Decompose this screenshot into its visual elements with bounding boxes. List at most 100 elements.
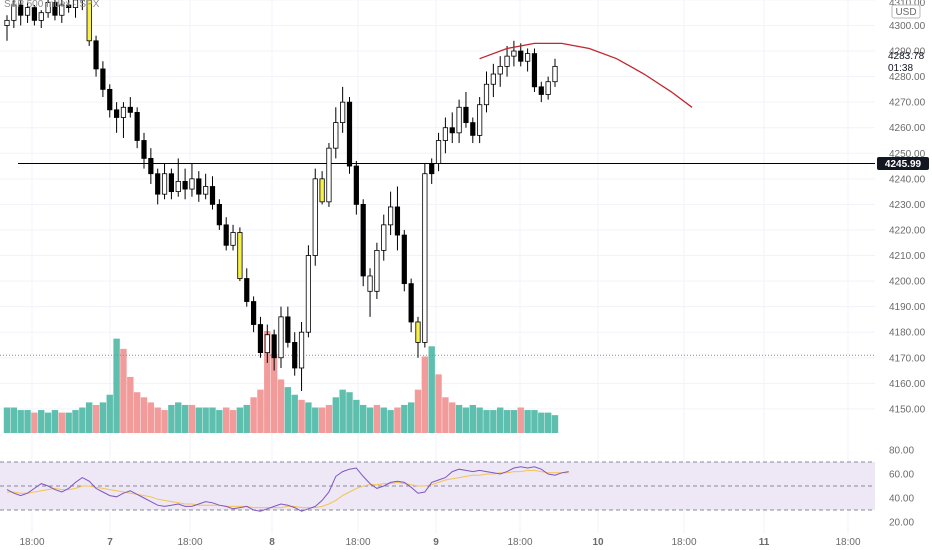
- candle-body: [278, 316, 284, 359]
- candle: [93, 35, 99, 77]
- candle: [59, 0, 65, 23]
- candle: [477, 97, 483, 144]
- candle: [52, 0, 58, 21]
- candle-body: [319, 178, 325, 203]
- candle: [182, 168, 188, 200]
- currency-label: USD: [895, 7, 916, 18]
- volume-bar: [223, 407, 230, 433]
- candle: [298, 321, 305, 391]
- candle: [490, 63, 496, 98]
- candle: [552, 58, 558, 87]
- candle-body: [141, 140, 147, 159]
- candle: [285, 306, 291, 348]
- candle: [120, 102, 127, 138]
- candle: [244, 268, 250, 307]
- candle: [456, 99, 462, 144]
- candle: [141, 132, 147, 169]
- candle: [134, 107, 140, 149]
- candle-body: [155, 173, 161, 195]
- price-tick-label: 4150.00: [889, 404, 926, 415]
- volume-bar: [394, 407, 401, 433]
- candle-body: [196, 178, 202, 195]
- candle: [189, 163, 195, 197]
- volume-bar: [544, 412, 552, 433]
- candle: [538, 81, 544, 103]
- candle-body: [168, 173, 174, 193]
- candle-body: [353, 165, 359, 205]
- volume-bar: [44, 412, 52, 433]
- candle-body: [305, 255, 312, 333]
- candle-body: [182, 180, 188, 190]
- candle: [333, 107, 339, 159]
- candle-body: [497, 65, 503, 75]
- candle-body: [189, 178, 195, 190]
- time-tick-label: 18:00: [835, 537, 860, 548]
- volume-bar: [209, 407, 216, 433]
- volume-bar: [325, 404, 333, 433]
- candle-body: [107, 88, 113, 111]
- candle: [346, 97, 353, 174]
- candle: [387, 191, 394, 236]
- candle-body: [298, 331, 305, 369]
- candle: [257, 316, 264, 358]
- rsi-tick-label: 40.00: [889, 494, 914, 505]
- time-axis[interactable]: 18:00 7 18:00 8 18:00 9 18:00 10 18:00 11 18:00: [19, 537, 860, 548]
- candle: [161, 163, 168, 200]
- candle-body: [114, 109, 120, 118]
- volume-bar: [510, 410, 518, 433]
- candle: [79, 0, 85, 11]
- candle: [525, 48, 531, 72]
- rsi-guide-lines: [0, 461, 875, 511]
- candle: [374, 242, 380, 299]
- candle: [175, 158, 181, 197]
- volume-bar: [113, 338, 120, 433]
- volume-bar: [407, 402, 415, 433]
- candle-body: [86, 0, 92, 42]
- candle: [38, 10, 44, 29]
- candle-body: [394, 206, 401, 236]
- candle-body: [257, 324, 264, 354]
- volume-bar: [175, 402, 182, 433]
- volume-bar: [483, 410, 490, 433]
- candle-body: [216, 203, 222, 226]
- time-tick-label: 18:00: [19, 537, 44, 548]
- volume-bar: [353, 399, 360, 433]
- rsi-line: [6, 466, 569, 512]
- candle-body: [148, 157, 154, 175]
- volume-bar: [106, 394, 113, 433]
- volume-bar: [86, 402, 93, 433]
- volume-bar: [147, 402, 155, 433]
- candle-body: [552, 65, 558, 83]
- candle-body: [374, 250, 380, 292]
- candle-body: [59, 4, 65, 16]
- candle-body: [456, 106, 462, 134]
- candle-body: [161, 173, 168, 195]
- candle: [463, 91, 469, 128]
- candle: [72, 0, 79, 18]
- volume-bar: [250, 397, 257, 433]
- rsi-tick-label: 60.00: [889, 470, 914, 481]
- price-tick-label: 4240.00: [889, 174, 926, 185]
- volume-bar: [538, 412, 545, 433]
- volume-bar: [318, 407, 326, 433]
- candle-body: [203, 186, 209, 195]
- volume-bar: [469, 404, 476, 433]
- candle-body: [442, 127, 449, 141]
- grid: [0, 0, 875, 533]
- candle: [168, 168, 174, 200]
- candle: [504, 45, 510, 77]
- candle: [449, 112, 455, 144]
- candle-body: [415, 321, 421, 343]
- volume-bar: [503, 410, 511, 433]
- currency-badge[interactable]: USD: [891, 4, 921, 19]
- candle-body: [209, 186, 216, 205]
- volume-bar: [428, 346, 435, 433]
- candle: [4, 15, 10, 41]
- forecast-arc[interactable]: [479, 42, 693, 108]
- price-tick-label: 4220.00: [889, 225, 926, 236]
- candle-body: [545, 81, 551, 95]
- volume-bar: [312, 407, 319, 433]
- time-tick-label: 18:00: [507, 537, 532, 548]
- candle-body: [538, 86, 544, 95]
